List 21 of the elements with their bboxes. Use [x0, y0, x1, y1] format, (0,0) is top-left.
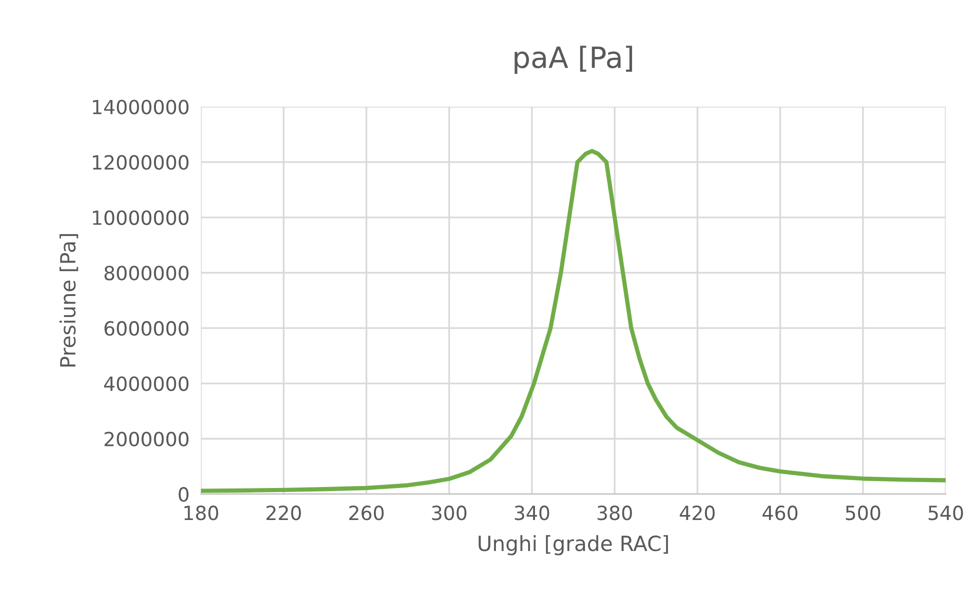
x-tick-label: 220	[266, 506, 301, 520]
x-tick-label: 540	[928, 506, 963, 520]
x-tick-label: 180	[184, 506, 218, 520]
chart-title: paA [Pa]	[514, 46, 632, 74]
x-axis-title: Unghi [grade RAC]	[478, 535, 668, 556]
x-tick-label: 500	[846, 506, 880, 520]
x-tick-label: 340	[514, 506, 550, 520]
x-tick-label: 460	[762, 506, 798, 520]
y-tick-label: 14000000	[92, 100, 188, 114]
y-tick-label: 0	[178, 487, 188, 502]
y-tick-label: 4000000	[104, 376, 188, 392]
x-tick-label: 260	[349, 506, 384, 520]
y-tick-label: 8000000	[104, 266, 188, 280]
y-tick-label: 10000000	[92, 210, 188, 226]
y-tick-label: 2000000	[104, 432, 188, 446]
x-tick-label: 380	[598, 506, 632, 520]
y-axis-title: Presiune [Pa]	[60, 234, 78, 367]
x-tick-label: 420	[680, 506, 715, 520]
y-tick-label: 6000000	[104, 321, 188, 336]
x-tick-label: 300	[432, 506, 466, 520]
y-tick-label: 12000000	[92, 155, 188, 170]
